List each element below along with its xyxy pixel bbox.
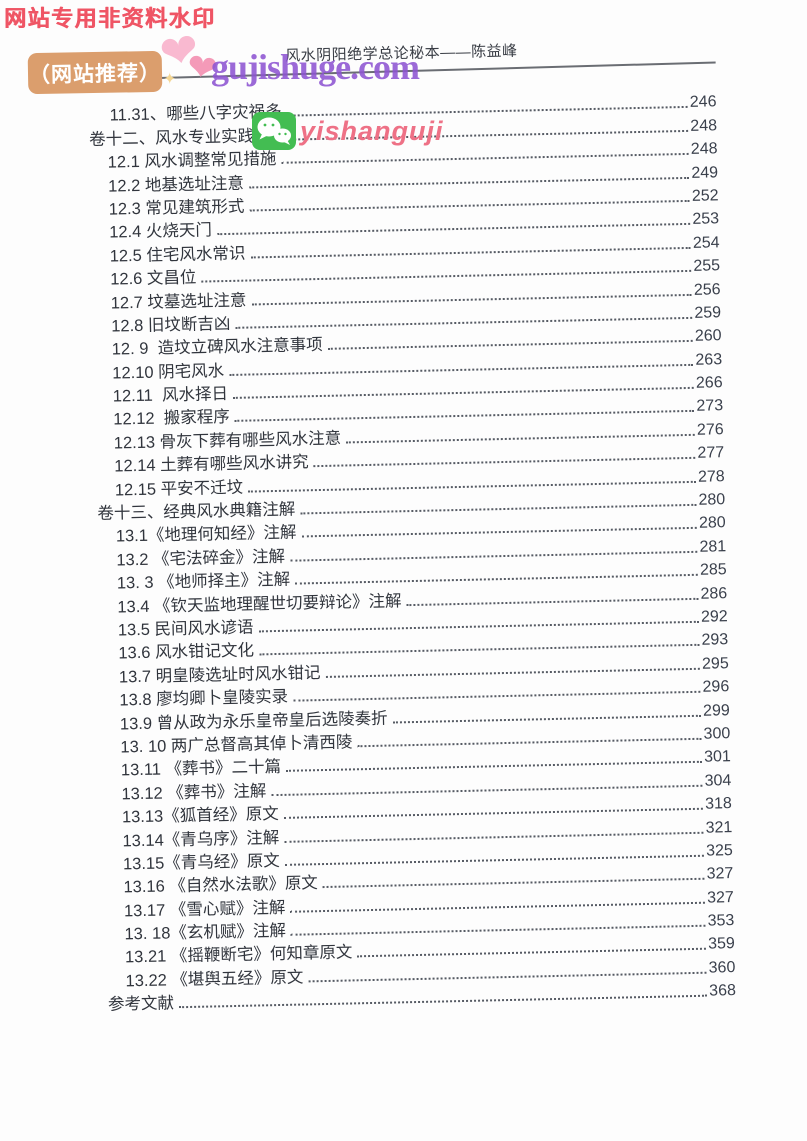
- toc-page-number: 301: [703, 748, 731, 767]
- toc-entry-label: 12.5 住宅风水常识: [109, 244, 246, 266]
- toc-entry-label: 12.6 文昌位: [110, 268, 197, 289]
- toc-entry-label: 12.1 风水调整常见措施: [107, 150, 277, 172]
- toc-entry-label: 12.14 土葬有哪些风水讲究: [114, 453, 309, 476]
- toc-page-number: 246: [689, 93, 717, 112]
- toc-page-number: 248: [690, 140, 718, 159]
- toc-dot-leader: [179, 994, 708, 1009]
- toc-entry-label: 13.13《狐首经》原文: [121, 805, 279, 827]
- sparkle-icon: ✦: [163, 71, 177, 88]
- toc-page-number: 325: [705, 841, 734, 860]
- toc-page-number: 278: [697, 467, 725, 486]
- toc-page-number: 259: [694, 304, 722, 322]
- toc-page-number: 296: [702, 678, 730, 696]
- toc-page-number: 299: [702, 701, 730, 720]
- toc-page-number: 292: [700, 608, 728, 626]
- site-watermark-text: gujishuge.com: [211, 47, 420, 87]
- page-scan-content: 风水阴阳绝学总论秘本——陈益峰 11.31、哪些八字灾祸多 246 卷十二、风水…: [87, 26, 736, 1015]
- toc-page-number: 253: [692, 210, 720, 229]
- toc-page-number: 254: [692, 233, 720, 252]
- toc-entry-label: 卷十二、风水专业实践: [88, 127, 255, 149]
- toc-entry-label: 13. 18《玄机赋》注解: [124, 921, 287, 944]
- wechat-icon: [252, 112, 296, 150]
- toc-entry-label: 12.10 阴宅风水: [112, 361, 225, 383]
- toc-entry-label: 12.3 常见建筑形式: [108, 197, 245, 219]
- toc-entry-label: 13.5 民间风水谚语: [117, 618, 254, 640]
- toc-page-number: 368: [709, 982, 737, 1000]
- toc-entry-label: 13.14《青乌序》注解: [122, 828, 280, 850]
- toc-page-number: 293: [701, 631, 729, 650]
- toc-page-number: 300: [703, 725, 731, 743]
- toc-page-number: 295: [701, 654, 729, 673]
- toc-entry-label: 13.12 《葬书》注解: [121, 781, 267, 804]
- toc-page-number: 277: [697, 444, 725, 463]
- toc-entry-label: 12.7 坟墓选址注意: [110, 291, 247, 313]
- toc-page-number: 353: [707, 912, 735, 930]
- toc-page-number: 285: [699, 561, 727, 579]
- toc-page-number: 281: [699, 537, 727, 556]
- toc-entry-label: 13.2 《宅法碎金》注解: [116, 547, 286, 570]
- toc-page-number: 256: [693, 280, 721, 299]
- toc-entry-label: 13.8 廖均卿卜皇陵实录: [119, 687, 289, 710]
- toc-page-number: 260: [694, 327, 722, 346]
- toc-page-number: 321: [705, 818, 733, 837]
- toc-entry-label: 13.6 风水钳记文化: [118, 641, 255, 663]
- toc-page-number: 248: [690, 117, 718, 135]
- toc-page-number: 255: [693, 257, 721, 275]
- toc-entry-label: 12.12 搬家程序: [113, 408, 230, 429]
- site-recommend-badge: （网站推荐）: [27, 50, 163, 95]
- toc-page-number: 359: [707, 935, 736, 954]
- corner-watermark-text: 网站专用非资料水印: [4, 6, 216, 31]
- toc-entry-label: 13.11 《葬书》二十篇: [120, 758, 282, 780]
- toc-page-number: 280: [698, 491, 726, 509]
- toc-page-number: 360: [708, 958, 736, 977]
- toc-entry-label: 参考文献: [107, 994, 175, 1015]
- toc-page-number: 327: [706, 865, 734, 883]
- wechat-account-watermark-text: yishanguji: [300, 116, 444, 146]
- toc-page-number: 276: [696, 421, 724, 439]
- toc-entry-label: 12.4 火烧天门: [109, 221, 213, 242]
- toc-entry-label: 13.15《青乌经》原文: [122, 851, 280, 874]
- toc-entry-label: 12.11 风水择日: [112, 385, 229, 406]
- toc-entry-label: 13.16 《自然水法歌》原文: [123, 874, 319, 897]
- toc-entry-label: 13.1《地理何知经》注解: [115, 523, 297, 546]
- table-of-contents: 11.31、哪些八字灾祸多 246 卷十二、风水专业实践 248 12.1 风水…: [88, 89, 736, 1015]
- toc-page-number: 286: [700, 584, 728, 603]
- toc-page-number: 273: [696, 397, 724, 416]
- toc-page-number: 263: [695, 350, 723, 369]
- toc-entry-label: 12.2 地基选址注意: [107, 174, 245, 196]
- toc-page-number: 252: [691, 187, 719, 205]
- toc-entry-label: 13. 3 《地师择主》注解: [116, 570, 291, 593]
- toc-page-number: 304: [704, 771, 732, 790]
- toc-entry-label: 13.22 《堪舆五经》原文: [125, 968, 304, 991]
- toc-page-number: 266: [695, 374, 723, 392]
- toc-entry-label: 12.15 平安不迁坟: [114, 478, 244, 500]
- toc-entry-label: 12.8 旧坟断吉凶: [111, 314, 231, 336]
- toc-page-number: 318: [704, 795, 732, 813]
- toc-page-number: 280: [698, 514, 726, 533]
- toc-page-number: 249: [691, 163, 719, 182]
- toc-entry-label: 13.17 《雪心赋》注解: [123, 898, 286, 921]
- toc-page-number: 327: [706, 888, 735, 907]
